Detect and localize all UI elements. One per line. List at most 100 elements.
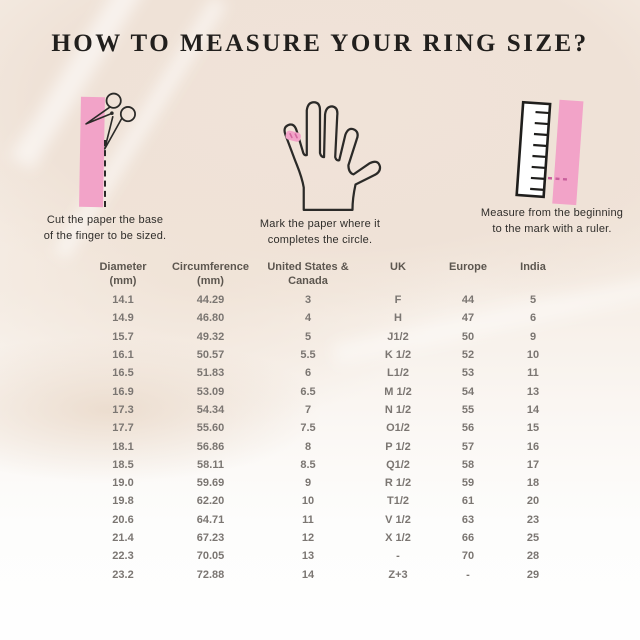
- column-header: Diameter (mm): [99, 261, 147, 287]
- column-header: United States & Canada: [267, 261, 349, 287]
- table-cell: 12: [301, 532, 315, 544]
- table-row: 21.4 67.23 12 X 1/2 66 25: [78, 529, 564, 547]
- table-cell: -: [396, 550, 400, 563]
- ring-size-table: Diameter (mm) Circumference (mm) United Stat…: [78, 260, 564, 584]
- table-cell: 70.05: [196, 550, 225, 563]
- table-cell: 56: [461, 422, 475, 435]
- table-cell: 53: [461, 367, 475, 380]
- ruler-icon: [515, 99, 584, 206]
- table-cell: 6: [529, 312, 537, 325]
- table-row: 16.1 50.57 5.5 K 1/2 52 10: [78, 346, 564, 364]
- table-cell: 16.1: [112, 349, 134, 362]
- table-cell: O1/2: [386, 422, 410, 435]
- table-row: 22.3 70.05 13 - 70 28: [78, 547, 564, 565]
- table-cell: 59: [461, 477, 475, 490]
- table-cell: 47: [461, 312, 475, 325]
- column-header: Europe: [449, 261, 487, 273]
- paper-strip-graphic: [547, 99, 584, 206]
- table-cell: Z+3: [388, 568, 408, 581]
- table-cell: F: [394, 294, 402, 307]
- table-header-row: Diameter (mm) Circumference (mm) United Stat…: [78, 260, 564, 288]
- table-cell: 64.71: [196, 513, 225, 526]
- table-cell: 58.11: [197, 458, 224, 471]
- table-cell: 23.2: [112, 568, 134, 581]
- table-cell: 62.20: [196, 495, 225, 508]
- table-cell: 19.0: [112, 477, 134, 490]
- table-cell: 57: [461, 440, 475, 453]
- table-cell: 52: [461, 349, 475, 362]
- table-cell: 21.4: [112, 532, 134, 544]
- table-cell: 16.9: [112, 385, 134, 398]
- table-cell: 16.5: [112, 367, 134, 380]
- hand-ring-mark-icon: [283, 101, 382, 212]
- table-row: 17.7 55.60 7.5 O1/2 56 15: [78, 419, 564, 437]
- table-cell: 55: [461, 403, 475, 416]
- table-cell: J1/2: [387, 330, 409, 343]
- table-cell: 13: [301, 550, 315, 563]
- table-cell: 14.9: [112, 312, 134, 325]
- table-cell: Q1/2: [386, 458, 410, 471]
- table-cell: 17.7: [112, 422, 134, 435]
- dashed-cut-line: [104, 140, 106, 207]
- step-caption-measure: Measure from the beginning to the mark w…: [463, 206, 640, 237]
- table-cell: 19.8: [112, 495, 134, 508]
- table-cell: 17.3: [112, 403, 134, 416]
- table-cell: 56.86: [196, 440, 225, 453]
- table-cell: 49.32: [196, 330, 225, 343]
- table-cell: 53.09: [196, 385, 225, 398]
- column-header: India: [520, 261, 546, 273]
- table-cell: 18.1: [112, 440, 134, 453]
- caption-line: completes the circle.: [267, 233, 373, 246]
- table-cell: 15: [526, 422, 540, 435]
- table-cell: 7.5: [300, 422, 316, 435]
- table-cell: 5: [304, 330, 312, 343]
- table-cell: L1/2: [386, 367, 409, 380]
- table-cell: 13: [526, 385, 540, 398]
- table-cell: 50.57: [196, 349, 225, 362]
- table-row: 23.2 72.88 14 Z+3 - 29: [78, 565, 564, 583]
- table-cell: X 1/2: [385, 532, 411, 544]
- table-cell: M 1/2: [384, 385, 412, 398]
- table-row: 18.1 56.86 8 P 1/2 57 16: [78, 437, 564, 455]
- table-cell: 44.29: [196, 294, 225, 307]
- table-cell: 18: [526, 477, 540, 490]
- table-cell: 7: [304, 403, 312, 416]
- table-cell: 6: [304, 367, 312, 380]
- table-cell: 54.34: [196, 403, 225, 416]
- table-cell: 63: [461, 513, 475, 526]
- scissors-icon: [85, 92, 136, 150]
- column-header: Circumference (mm): [171, 261, 250, 287]
- table-cell: 67.23: [196, 532, 225, 544]
- table-cell: 72.88: [196, 568, 225, 581]
- column-header: UK: [390, 261, 406, 273]
- table-cell: 14.1: [112, 294, 134, 307]
- table-row: 14.1 44.29 3 F 44 5: [78, 291, 564, 309]
- table-cell: 14: [301, 568, 315, 581]
- table-cell: 5: [529, 294, 537, 307]
- page-title: HOW TO MEASURE YOUR RING SIZE?: [51, 30, 589, 57]
- step-caption-mark: Mark the paper where it completes the ci…: [235, 217, 405, 248]
- table-cell: 54: [461, 385, 475, 398]
- table-row: 16.5 51.83 6 L1/2 53 11: [78, 364, 564, 382]
- table-cell: 5.5: [300, 349, 316, 362]
- table-cell: -: [466, 568, 470, 581]
- table-cell: 9: [304, 477, 312, 490]
- table-cell: 15.7: [112, 330, 134, 343]
- table-cell: 22.3: [112, 550, 134, 563]
- table-cell: P 1/2: [385, 440, 411, 453]
- table-cell: K 1/2: [384, 349, 412, 362]
- table-row: 16.9 53.09 6.5 M 1/2 54 13: [78, 382, 564, 400]
- table-cell: N 1/2: [384, 403, 412, 416]
- table-cell: 66: [461, 532, 475, 544]
- table-cell: 20.6: [112, 513, 134, 526]
- table-cell: T1/2: [386, 495, 409, 508]
- caption-line: of the finger to be sized.: [43, 229, 167, 242]
- table-row: 14.9 46.80 4 H 47 6: [78, 309, 564, 327]
- table-cell: 28: [526, 550, 540, 563]
- table-cell: 59.69: [196, 477, 225, 490]
- table-cell: 11: [302, 513, 314, 526]
- table-cell: 9: [529, 330, 537, 343]
- table-row: 17.3 54.34 7 N 1/2 55 14: [78, 401, 564, 419]
- table-cell: 16: [526, 440, 540, 453]
- table-cell: 10: [526, 349, 540, 362]
